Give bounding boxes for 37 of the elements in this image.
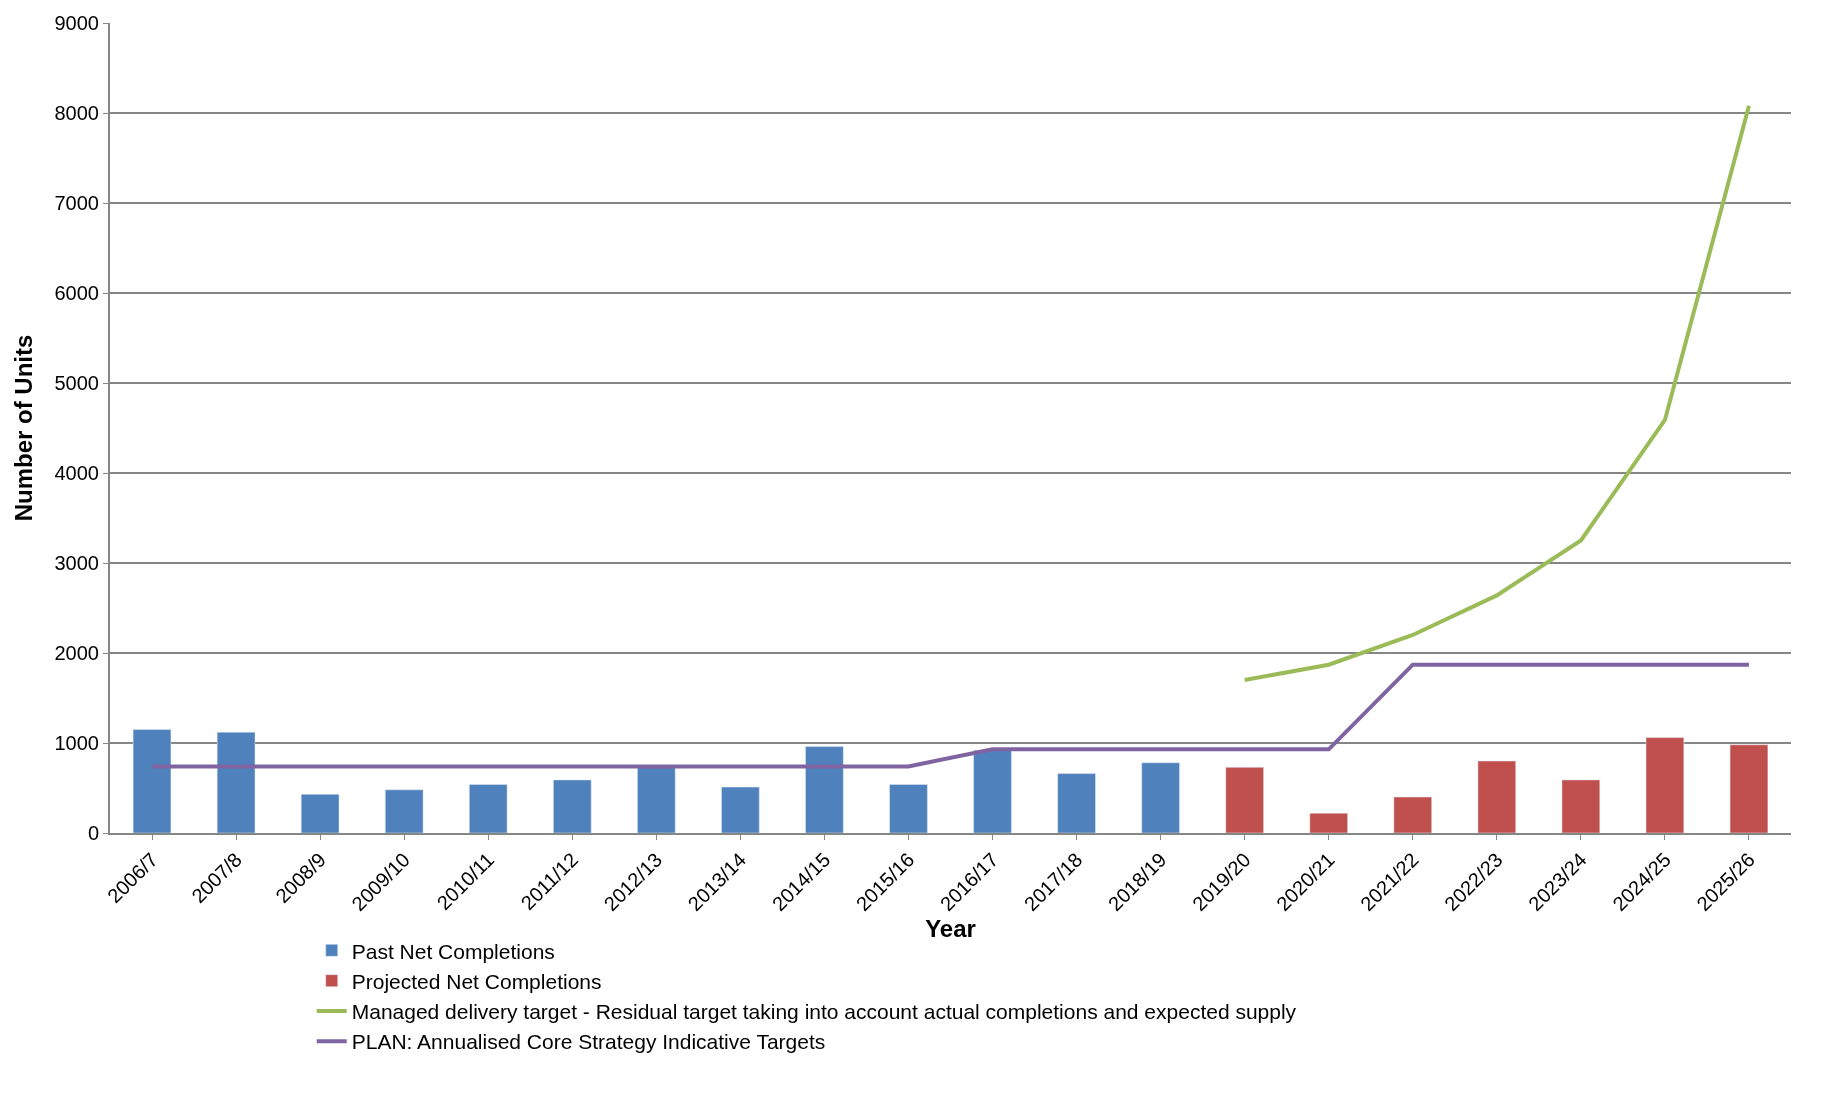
y-tick-label: 8000 [54,102,99,124]
legend-label: Past Net Completions [351,939,555,963]
x-axis-title: Year [925,915,976,943]
y-tick-label: 6000 [54,282,99,304]
bar [1645,737,1685,833]
bar [1729,744,1769,833]
bar [385,789,424,833]
bar [637,765,676,833]
legend-label: Managed delivery target - Residual target taking into account actual completions and expected supply [351,1000,1297,1024]
bar [1057,773,1096,833]
bar [1141,762,1180,833]
bar [889,784,928,833]
bar [721,786,760,833]
line-series [1242,103,1751,682]
bar [1477,760,1516,833]
y-tick-label: 5000 [54,372,99,394]
y-tick-label: 1000 [54,732,99,754]
y-axis-title: Number of Units [10,334,38,522]
bar [1225,767,1264,833]
bar [300,794,340,833]
y-tick-label: 7000 [54,192,99,214]
y-tick-label: 0 [87,822,99,844]
y-tick-label: 3000 [54,552,99,574]
bar [1309,812,1348,833]
bar [1561,779,1601,833]
y-tick-label: 9000 [54,12,99,34]
bar [553,779,592,833]
bar [805,746,844,833]
bar [216,731,256,833]
bar [132,729,172,833]
y-tick-label: 4000 [54,462,99,484]
bar [469,784,508,833]
legend-label: Projected Net Completions [351,969,602,993]
bar [1393,796,1432,833]
bar [973,749,1012,833]
y-tick-label: 2000 [54,642,99,664]
legend-label: PLAN: Annualised Core Strategy Indicative Targets [351,1030,826,1054]
